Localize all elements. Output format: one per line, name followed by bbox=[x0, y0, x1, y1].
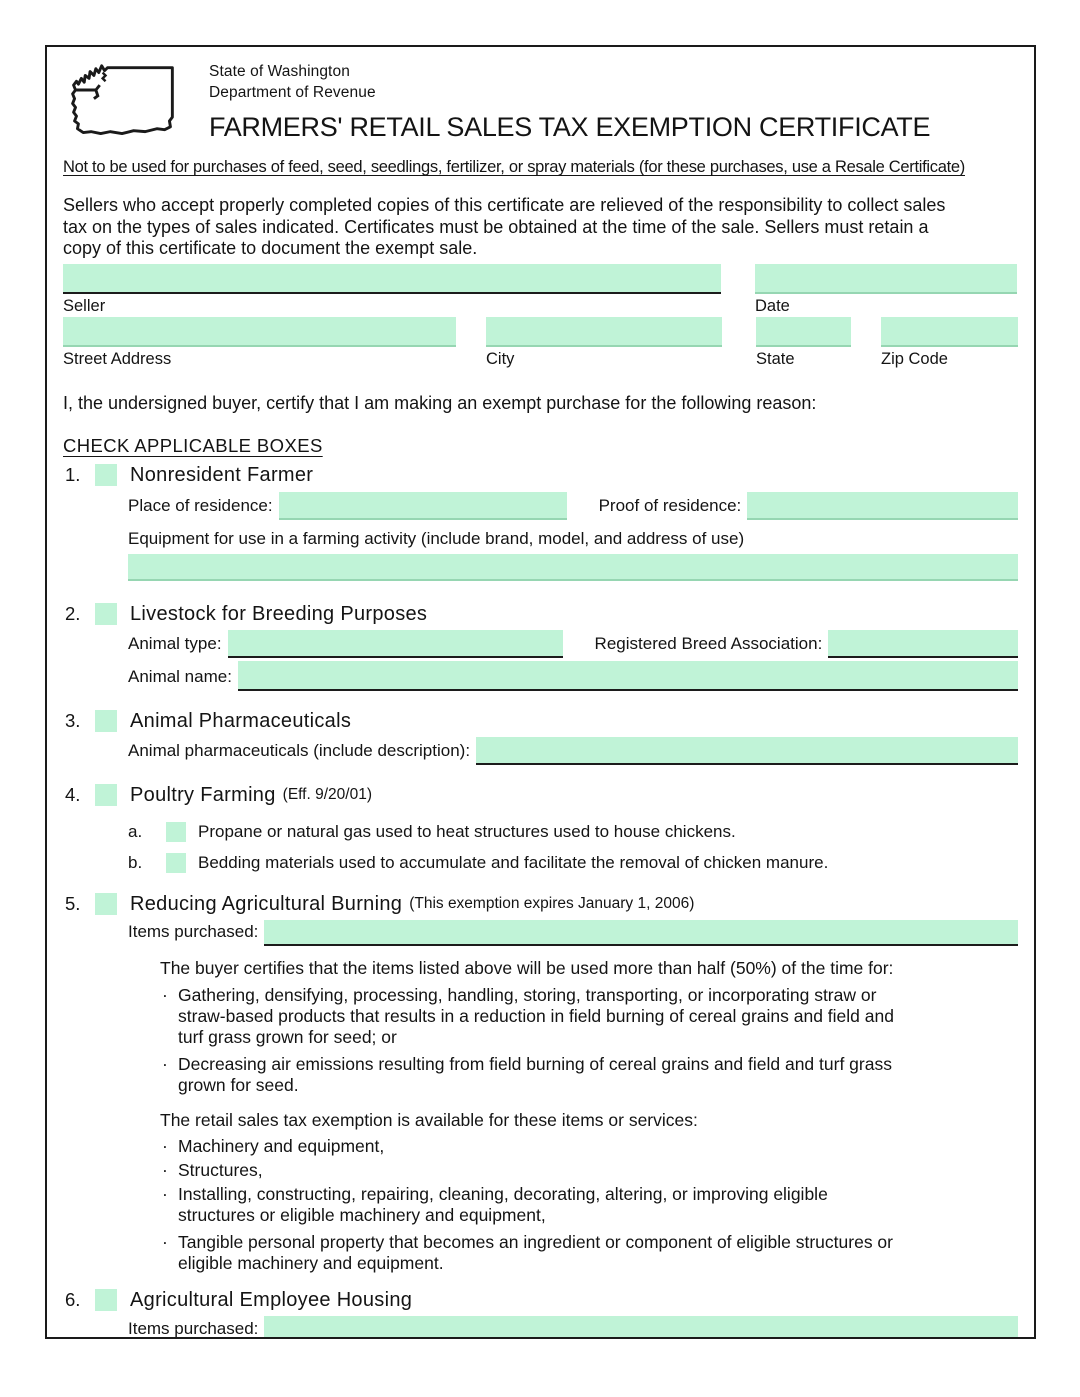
item-b-number: b. bbox=[128, 852, 143, 872]
date-label: Date bbox=[755, 296, 790, 315]
proof-of-residence-label: Proof of residence: bbox=[598, 495, 742, 515]
address-row: Street Address City State Zip Code bbox=[63, 316, 1018, 369]
restriction-notice: Not to be used for purchases of feed, se… bbox=[63, 158, 965, 176]
poultry-item-a: a. Propane or natural gas used to heat s… bbox=[128, 821, 1018, 842]
agency-line-1: State of Washington bbox=[209, 63, 350, 80]
checkbox-propane-gas[interactable] bbox=[166, 821, 186, 842]
bullet-icon: · bbox=[162, 1135, 168, 1156]
checkbox-animal-pharmaceuticals[interactable] bbox=[95, 710, 117, 732]
pharma-row: Animal pharmaceuticals (include descript… bbox=[128, 736, 1018, 765]
buyer-certifies-text: The buyer certifies that the items liste… bbox=[160, 957, 894, 978]
zip-code-input[interactable] bbox=[881, 316, 1018, 347]
animal-type-row: Animal type: Registered Breed Associatio… bbox=[128, 629, 1018, 658]
bullet-icon: · bbox=[162, 1183, 168, 1204]
section-1-header: 1. Nonresident Farmer bbox=[65, 464, 1018, 487]
section-2-header: 2. Livestock for Breeding Purposes bbox=[65, 603, 1018, 626]
section-3-header: 3. Animal Pharmaceuticals bbox=[65, 710, 1018, 733]
certificate-form: State of Washington Department of Revenu… bbox=[45, 45, 1036, 1339]
items-purchased-label-5: Items purchased: bbox=[128, 921, 259, 941]
bullet-icon: · bbox=[162, 1231, 168, 1252]
section-1-number: 1. bbox=[65, 464, 81, 485]
section-1-title: Nonresident Farmer bbox=[130, 463, 314, 486]
section-4-note: (Eff. 9/20/01) bbox=[282, 786, 372, 803]
item-b-text: Bedding materials used to accumulate and… bbox=[198, 852, 829, 872]
poultry-item-b: b. Bedding materials used to accumulate … bbox=[128, 852, 1018, 873]
date-input[interactable] bbox=[755, 263, 1017, 294]
item-a-number: a. bbox=[128, 821, 143, 841]
burning-bullet-1: · Gathering, densifying, processing, han… bbox=[162, 984, 894, 1047]
checkbox-poultry-farming[interactable] bbox=[95, 784, 117, 806]
bullet-icon: · bbox=[162, 984, 168, 1005]
section-4-number: 4. bbox=[65, 784, 81, 805]
section-2-number: 2. bbox=[65, 603, 81, 624]
animal-name-label: Animal name: bbox=[128, 666, 232, 686]
residence-row: Place of residence: Proof of residence: bbox=[128, 491, 1018, 520]
header: State of Washington Department of Revenu… bbox=[63, 59, 1018, 151]
burning-details: The buyer certifies that the items liste… bbox=[160, 958, 1018, 1274]
checkbox-nonresident-farmer[interactable] bbox=[95, 464, 117, 486]
pharmaceuticals-input[interactable] bbox=[476, 736, 1018, 765]
agency-line-2: Department of Revenue bbox=[209, 84, 376, 101]
items-purchased-label-6: Items purchased: bbox=[128, 1318, 259, 1338]
intro-paragraph: Sellers who accept properly completed co… bbox=[63, 195, 946, 258]
burning-bullet-2: · Decreasing air emissions resulting fro… bbox=[162, 1053, 892, 1095]
equipment-label: Equipment for use in a farming activity … bbox=[128, 528, 745, 548]
section-5-title: Reducing Agricultural Burning bbox=[130, 892, 403, 915]
section-6-number: 6. bbox=[65, 1289, 81, 1310]
check-boxes-heading: CHECK APPLICABLE BOXES bbox=[63, 434, 323, 456]
animal-type-label: Animal type: bbox=[128, 633, 222, 653]
state-input[interactable] bbox=[756, 316, 851, 347]
state-label: State bbox=[756, 349, 795, 368]
section-3-title: Animal Pharmaceuticals bbox=[130, 709, 352, 732]
seller-date-row: Seller Date bbox=[63, 263, 1018, 316]
item-a-text: Propane or natural gas used to heat stru… bbox=[198, 821, 736, 841]
seller-label: Seller bbox=[63, 296, 106, 315]
section-4-header: 4. Poultry Farming (Eff. 9/20/01) bbox=[65, 784, 1018, 807]
exemption-available-text: The retail sales tax exemption is availa… bbox=[160, 1109, 698, 1130]
section-5-header: 5. Reducing Agricultural Burning (This e… bbox=[65, 893, 1018, 916]
animal-type-input[interactable] bbox=[227, 629, 563, 658]
form-title: FARMERS' RETAIL SALES TAX EXEMPTION CERT… bbox=[209, 112, 931, 142]
checkbox-livestock-breeding[interactable] bbox=[95, 603, 117, 625]
animal-name-row: Animal name: bbox=[128, 660, 1018, 691]
header-text: State of Washington Department of Revenu… bbox=[209, 59, 1018, 143]
section-4-title: Poultry Farming bbox=[130, 783, 276, 806]
avail-bullet-1: · Machinery and equipment, bbox=[162, 1135, 385, 1156]
seller-input[interactable] bbox=[63, 263, 721, 294]
washington-state-logo bbox=[63, 59, 181, 151]
equipment-input[interactable] bbox=[128, 553, 1018, 581]
items-purchased-row-6: Items purchased: bbox=[128, 1315, 1018, 1338]
zip-code-label: Zip Code bbox=[881, 349, 948, 368]
section-3-number: 3. bbox=[65, 710, 81, 731]
animal-name-input[interactable] bbox=[237, 660, 1018, 691]
bullet-icon: · bbox=[162, 1053, 168, 1074]
items-purchased-input-6[interactable] bbox=[264, 1315, 1018, 1337]
checkbox-agricultural-burning[interactable] bbox=[95, 893, 117, 915]
pharmaceuticals-label: Animal pharmaceuticals (include descript… bbox=[128, 740, 471, 760]
city-label: City bbox=[486, 349, 515, 368]
bullet-icon: · bbox=[162, 1159, 168, 1180]
items-purchased-input-5[interactable] bbox=[264, 919, 1018, 946]
city-input[interactable] bbox=[486, 316, 722, 347]
place-of-residence-label: Place of residence: bbox=[128, 495, 273, 515]
section-6-header: 6. Agricultural Employee Housing bbox=[65, 1289, 1018, 1312]
section-2-title: Livestock for Breeding Purposes bbox=[130, 602, 428, 625]
section-5-number: 5. bbox=[65, 893, 81, 914]
street-address-input[interactable] bbox=[63, 316, 456, 347]
avail-bullet-4: · Tangible personal property that become… bbox=[162, 1231, 893, 1273]
avail-bullet-2: · Structures, bbox=[162, 1159, 263, 1180]
buyer-certification-line: I, the undersigned buyer, certify that I… bbox=[63, 392, 817, 413]
breed-association-input[interactable] bbox=[828, 629, 1018, 658]
place-of-residence-input[interactable] bbox=[278, 491, 567, 520]
section-6-title: Agricultural Employee Housing bbox=[130, 1288, 413, 1311]
section-5-note: (This exemption expires January 1, 2006) bbox=[409, 895, 695, 912]
items-purchased-row-5: Items purchased: bbox=[128, 919, 1018, 946]
checkbox-employee-housing[interactable] bbox=[95, 1289, 117, 1311]
breed-association-label: Registered Breed Association: bbox=[594, 633, 823, 653]
street-address-label: Street Address bbox=[63, 349, 172, 368]
avail-bullet-3: · Installing, constructing, repairing, c… bbox=[162, 1183, 828, 1225]
checkbox-bedding-materials[interactable] bbox=[166, 852, 186, 873]
proof-of-residence-input[interactable] bbox=[747, 491, 1018, 520]
